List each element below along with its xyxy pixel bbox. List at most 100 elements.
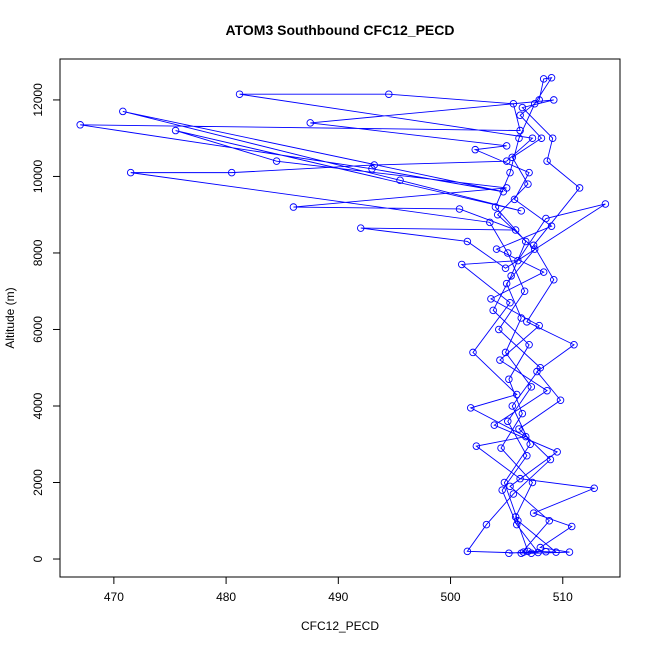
y-axis-label: Altitude (m) <box>3 287 17 348</box>
data-point <box>505 375 513 383</box>
data-point <box>542 214 550 223</box>
y-tick-label: 8000 <box>31 239 45 266</box>
data-point <box>511 513 520 521</box>
data-point <box>76 121 84 129</box>
data-point <box>567 522 576 531</box>
data-point <box>306 119 315 127</box>
data-point <box>126 168 135 177</box>
data-point <box>515 134 523 142</box>
data-point <box>520 287 529 295</box>
data-point <box>548 134 557 142</box>
data-point <box>501 348 510 357</box>
data-point <box>493 210 502 219</box>
data-point <box>514 517 522 525</box>
data-point <box>504 249 512 257</box>
data-point <box>537 134 546 142</box>
data-point <box>542 548 550 556</box>
data-point <box>272 157 281 165</box>
data-point <box>227 168 236 177</box>
data-point <box>528 478 537 487</box>
data-point <box>502 142 511 150</box>
data-point <box>513 390 521 399</box>
data-point <box>498 486 506 494</box>
data-point <box>535 321 543 330</box>
data-point <box>368 165 376 173</box>
data-point <box>530 100 539 108</box>
data-point <box>500 478 509 487</box>
data-point <box>482 520 491 529</box>
x-axis-label: CFC12_PECD <box>301 619 379 633</box>
data-point <box>529 241 538 250</box>
data-point <box>472 442 481 450</box>
data-point <box>523 451 531 460</box>
data-point <box>590 484 598 492</box>
data-point <box>515 425 523 433</box>
data-point <box>491 203 500 211</box>
data-point <box>521 432 530 441</box>
data-point <box>497 444 505 452</box>
data-point <box>528 134 537 142</box>
data-point <box>511 226 520 234</box>
data-point <box>458 260 466 269</box>
data-point <box>505 549 513 558</box>
data-point <box>463 547 472 556</box>
data-point <box>535 96 543 104</box>
data-point <box>496 356 504 364</box>
data-point <box>526 440 534 448</box>
data-point <box>523 318 531 326</box>
x-tick-label: 480 <box>216 590 236 604</box>
data-point <box>570 341 578 349</box>
data-point <box>539 75 548 83</box>
y-tick-label: 0 <box>31 555 45 562</box>
data-point <box>492 245 501 253</box>
data-point <box>556 396 565 405</box>
data-point <box>487 295 495 303</box>
data-point <box>553 448 561 456</box>
data-point <box>506 168 514 177</box>
data-point <box>545 517 554 525</box>
data-point <box>527 549 536 558</box>
data-point <box>490 421 499 429</box>
x-tick-label: 470 <box>104 590 124 604</box>
data-point <box>463 237 472 246</box>
data-point <box>524 180 532 188</box>
data-point <box>546 455 555 464</box>
data-point <box>504 417 512 426</box>
data-point <box>119 107 127 116</box>
data-point <box>525 341 533 349</box>
data-point <box>510 195 519 204</box>
data-point <box>466 404 475 412</box>
data-point <box>501 264 510 273</box>
y-tick-label: 10000 <box>31 159 45 193</box>
data-point <box>507 272 515 280</box>
data-point <box>547 222 556 230</box>
data-point <box>506 482 514 491</box>
data-point <box>550 96 558 104</box>
data-point <box>502 184 511 192</box>
data-point <box>385 90 393 98</box>
x-tick-label: 490 <box>328 590 348 604</box>
data-point <box>533 367 541 376</box>
data-point <box>516 111 524 119</box>
data-point <box>502 157 511 165</box>
data-point <box>521 237 530 246</box>
y-tick-label: 6000 <box>31 316 45 343</box>
data-point <box>509 100 518 108</box>
data-point <box>547 73 556 82</box>
data-point <box>455 205 464 213</box>
data-point <box>357 224 365 232</box>
x-tick-label: 510 <box>553 590 573 604</box>
data-point <box>527 383 536 391</box>
data-point <box>289 203 298 211</box>
data-point <box>508 153 517 162</box>
data-point <box>495 325 503 334</box>
data-point <box>552 548 560 556</box>
data-point <box>469 348 477 357</box>
data-point <box>543 157 551 165</box>
data-point <box>539 268 548 276</box>
data-point <box>513 520 521 529</box>
data-point <box>502 279 511 288</box>
data-point <box>550 275 558 284</box>
